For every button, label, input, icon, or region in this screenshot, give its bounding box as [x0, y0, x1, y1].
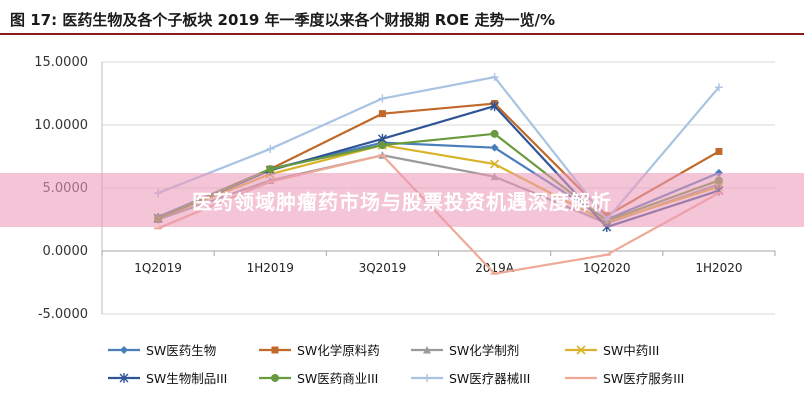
banner-text: 医药领域肿瘤药市场与股票投资机遇深度解析 [192, 190, 612, 214]
legend-label: SW医疗器械III [449, 371, 530, 386]
legend-label: SW医药商业III [297, 371, 378, 386]
legend-label: SW化学制剂 [449, 343, 519, 358]
x-tick-label: 3Q2019 [359, 261, 407, 275]
watermark-banner: 医药领域肿瘤药市场与股票投资机遇深度解析 [0, 173, 804, 227]
data-point [423, 374, 431, 382]
legend-item: SW化学原料药 [259, 343, 380, 358]
figure-title: 图 17: 医药生物及各个子板块 2019 年一季度以来各个财报期 ROE 走势… [10, 11, 556, 29]
data-point [490, 159, 500, 169]
legend-item: SW中药III [565, 343, 659, 358]
y-tick-label: -5.0000 [38, 307, 88, 322]
legend-label: SW医疗服务III [603, 371, 684, 386]
legend-item: SW医疗器械III [411, 371, 530, 386]
data-point [576, 345, 586, 355]
data-point [490, 73, 499, 82]
x-tick-label: 1Q2019 [134, 261, 182, 275]
data-point [715, 147, 723, 155]
legend-item: SW医药生物 [108, 343, 216, 358]
legend-item: SW医疗服务III [565, 371, 684, 386]
legend-label: SW中药III [603, 343, 659, 358]
x-tick-label: 1H2019 [247, 261, 294, 275]
data-point [490, 143, 499, 152]
data-point [378, 141, 387, 150]
title-underline [0, 33, 804, 35]
data-point [271, 346, 279, 354]
data-point [266, 144, 275, 153]
x-tick-label: 1H2020 [695, 261, 742, 275]
legend-label: SW生物制品III [146, 371, 227, 386]
data-point [714, 83, 723, 92]
data-point [119, 373, 129, 383]
legend-label: SW医药生物 [146, 343, 216, 358]
legend: SW医药生物 SW化学原料药 SW化学制剂 SW中药III SW生物制品III SW医药商… [108, 343, 684, 386]
legend-item: SW医药商业III [259, 371, 378, 386]
figure-title-bar: 图 17: 医药生物及各个子板块 2019 年一季度以来各个财报期 ROE 走势… [0, 0, 804, 35]
data-point [423, 346, 431, 354]
x-axis-tick-labels: 1Q2019 1H2019 3Q2019 2019A 1Q2020 1H2020 [134, 261, 742, 275]
data-point [378, 94, 387, 103]
y-tick-label: 15.0000 [34, 55, 88, 70]
data-point [120, 346, 128, 354]
y-tick-label: 10.0000 [34, 118, 88, 133]
legend-item: SW生物制品III [108, 371, 227, 386]
x-tick-label: 1Q2020 [583, 261, 631, 275]
data-point [378, 110, 386, 118]
y-tick-label: 0.0000 [43, 244, 89, 259]
data-point [266, 165, 275, 174]
data-point [490, 129, 499, 138]
legend-label: SW化学原料药 [297, 343, 380, 358]
data-point [271, 374, 279, 382]
data-point [490, 101, 500, 112]
legend-item: SW化学制剂 [411, 343, 519, 358]
